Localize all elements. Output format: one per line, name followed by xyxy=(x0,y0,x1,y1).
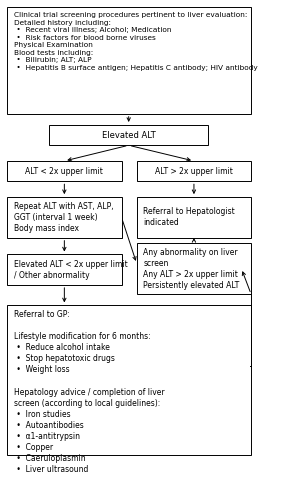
Text: Elevated ALT: Elevated ALT xyxy=(102,130,155,140)
Text: Any abnormality on liver
screen
Any ALT > 2x upper limit
Persistently elevated A: Any abnormality on liver screen Any ALT … xyxy=(143,248,240,290)
FancyBboxPatch shape xyxy=(7,161,122,182)
Text: Clinical trial screening procedures pertinent to liver evaluation:
Detailed hist: Clinical trial screening procedures pert… xyxy=(14,12,258,70)
Text: ALT > 2x upper limit: ALT > 2x upper limit xyxy=(155,166,233,175)
FancyBboxPatch shape xyxy=(137,244,251,294)
Text: Referral to Hepatologist
indicated: Referral to Hepatologist indicated xyxy=(143,208,235,228)
FancyBboxPatch shape xyxy=(49,125,208,146)
FancyBboxPatch shape xyxy=(7,306,251,455)
FancyBboxPatch shape xyxy=(7,197,122,238)
FancyBboxPatch shape xyxy=(7,8,251,114)
Text: Repeat ALT with AST, ALP,
GGT (interval 1 week)
Body mass index: Repeat ALT with AST, ALP, GGT (interval … xyxy=(14,202,113,233)
Text: Elevated ALT < 2x upper limit
/ Other abnormality: Elevated ALT < 2x upper limit / Other ab… xyxy=(14,260,127,280)
FancyBboxPatch shape xyxy=(7,254,122,285)
FancyBboxPatch shape xyxy=(137,197,251,238)
Text: Referral to GP:

Lifestyle modification for 6 months:
 •  Reduce alcohol intake
: Referral to GP: Lifestyle modification f… xyxy=(14,310,164,474)
Text: ALT < 2x upper limit: ALT < 2x upper limit xyxy=(26,166,103,175)
FancyBboxPatch shape xyxy=(137,161,251,182)
